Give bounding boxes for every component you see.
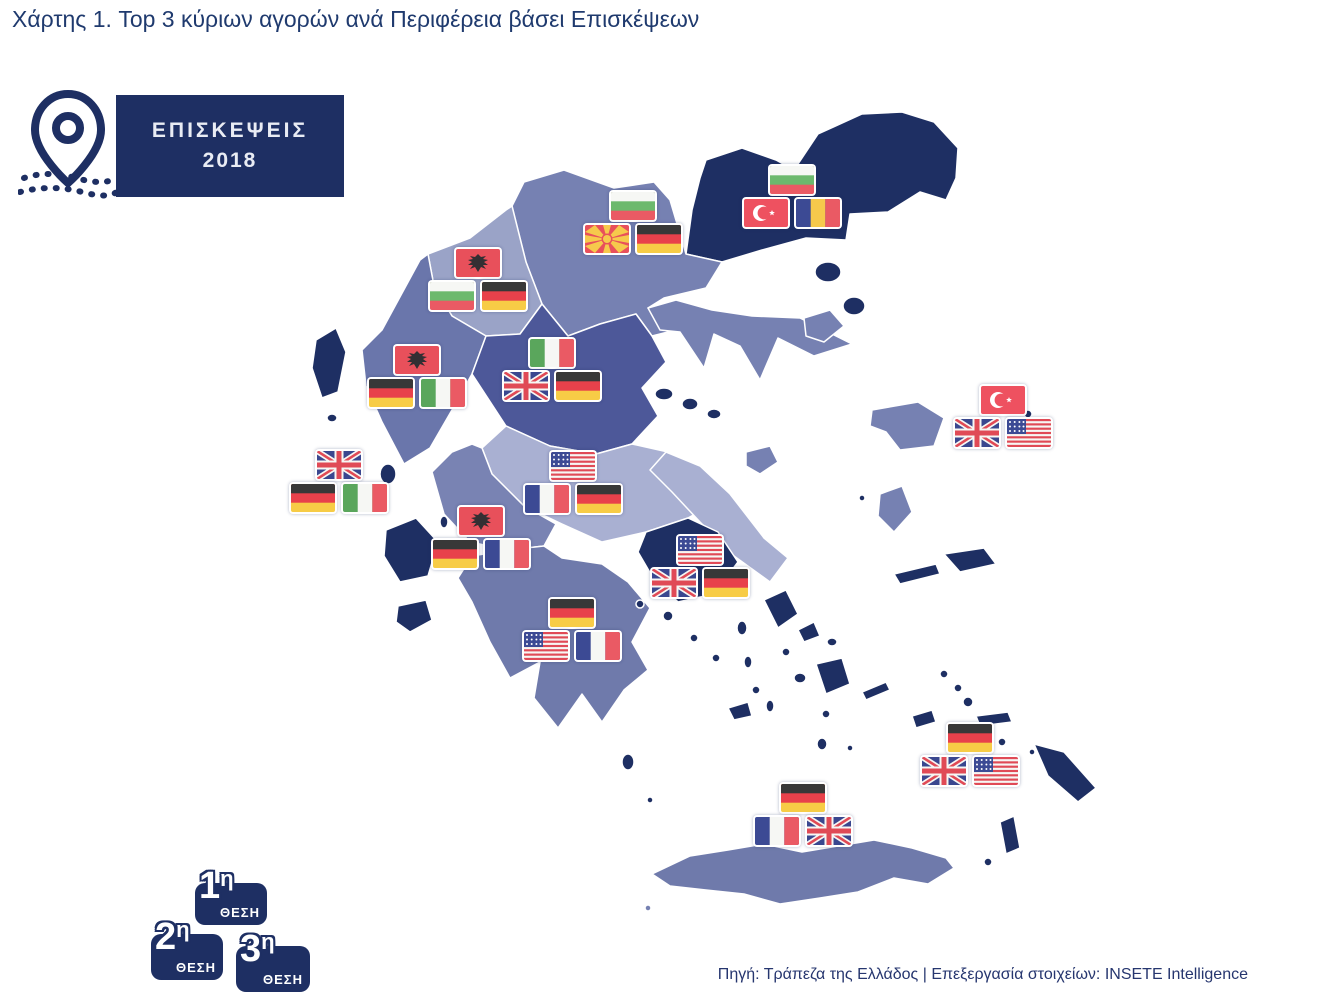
legend-second-place: 2η ΘΕΣΗ xyxy=(151,918,223,980)
flag-cluster-crete xyxy=(753,782,853,848)
germany-flag-icon xyxy=(575,483,623,515)
france-flag-icon xyxy=(753,815,801,847)
rank-number: 1η xyxy=(199,865,234,907)
united-kingdom-flag-icon xyxy=(805,815,853,847)
usa-flag-icon xyxy=(522,630,570,662)
flag-cluster-north-aegean xyxy=(953,384,1053,450)
germany-flag-icon xyxy=(702,567,750,599)
place-label: ΘΕΣΗ xyxy=(263,972,303,987)
germany-flag-icon xyxy=(431,538,479,570)
dodecanese-islands-group xyxy=(911,669,1097,867)
italy-flag-icon xyxy=(528,337,576,369)
rank-number: 2η xyxy=(155,916,190,958)
bulgaria-flag-icon xyxy=(428,280,476,312)
albania-flag-icon xyxy=(393,344,441,376)
flag-cluster-east-macedonia-thrace xyxy=(742,164,842,230)
romania-flag-icon xyxy=(794,197,842,229)
place-label: ΘΕΣΗ xyxy=(176,960,216,975)
italy-flag-icon xyxy=(419,377,467,409)
turkey-flag-icon xyxy=(742,197,790,229)
united-kingdom-flag-icon xyxy=(502,370,550,402)
united-kingdom-flag-icon xyxy=(315,449,363,481)
germany-flag-icon xyxy=(635,223,683,255)
year-label: 2018 xyxy=(202,149,258,172)
region-crete xyxy=(651,839,955,905)
flag-cluster-thessaly xyxy=(502,337,602,403)
bulgaria-flag-icon xyxy=(609,190,657,222)
united-kingdom-flag-icon xyxy=(953,417,1001,449)
visits-label: ΕΠΙΣΚΕΨΕΙΣ xyxy=(151,119,309,142)
united-kingdom-flag-icon xyxy=(650,567,698,599)
place-label: ΘΕΣΗ xyxy=(220,905,260,920)
north-macedonia-flag-icon xyxy=(583,223,631,255)
sporades-islands-group xyxy=(654,387,779,475)
flag-cluster-central-greece xyxy=(523,450,623,516)
source-attribution: Πηγή: Τράπεζα της Ελλάδος | Επεξεργασία … xyxy=(717,966,1248,983)
italy-flag-icon xyxy=(341,482,389,514)
usa-flag-icon xyxy=(1005,417,1053,449)
albania-flag-icon xyxy=(457,505,505,537)
gavdos-island xyxy=(644,904,652,912)
flag-cluster-western-greece xyxy=(431,505,531,571)
flag-cluster-ionian-islands xyxy=(289,449,389,515)
legend-third-place: 3η ΘΕΣΗ xyxy=(236,930,310,992)
location-pin-icon xyxy=(18,90,118,199)
germany-flag-icon xyxy=(480,280,528,312)
flag-cluster-south-aegean xyxy=(920,722,1020,788)
albania-flag-icon xyxy=(454,247,502,279)
usa-flag-icon xyxy=(549,450,597,482)
france-flag-icon xyxy=(523,483,571,515)
usa-flag-icon xyxy=(972,755,1020,787)
germany-flag-icon xyxy=(548,597,596,629)
visits-year-badge: ΕΠΙΣΚΕΨΕΙΣ 2018 xyxy=(116,95,344,197)
antikythira-island xyxy=(646,796,654,804)
bulgaria-flag-icon xyxy=(768,164,816,196)
north-aegean-islands-group xyxy=(803,261,1047,585)
region-chalkidiki xyxy=(647,299,853,381)
flag-cluster-epirus xyxy=(367,344,467,410)
flag-cluster-peloponnese xyxy=(522,597,622,663)
flag-cluster-west-macedonia xyxy=(428,247,528,313)
france-flag-icon xyxy=(483,538,531,570)
turkey-flag-icon xyxy=(979,384,1027,416)
germany-flag-icon xyxy=(554,370,602,402)
germany-flag-icon xyxy=(946,722,994,754)
germany-flag-icon xyxy=(367,377,415,409)
germany-flag-icon xyxy=(289,482,337,514)
legend-first-place: 1η ΘΕΣΗ xyxy=(195,867,267,925)
region-evia xyxy=(649,451,789,583)
usa-flag-icon xyxy=(676,534,724,566)
saronic-islands-group xyxy=(635,599,721,663)
flag-cluster-attica xyxy=(650,534,750,600)
kythira-island xyxy=(621,753,635,771)
flag-cluster-central-macedonia xyxy=(583,190,683,256)
united-kingdom-flag-icon xyxy=(920,755,968,787)
france-flag-icon xyxy=(574,630,622,662)
ionian-islands-group xyxy=(311,327,449,633)
page-title: Χάρτης 1. Top 3 κύριων αγορών ανά Περιφέ… xyxy=(12,6,700,32)
cyclades-islands-group xyxy=(727,589,891,752)
rank-number: 3η xyxy=(240,928,275,970)
germany-flag-icon xyxy=(779,782,827,814)
